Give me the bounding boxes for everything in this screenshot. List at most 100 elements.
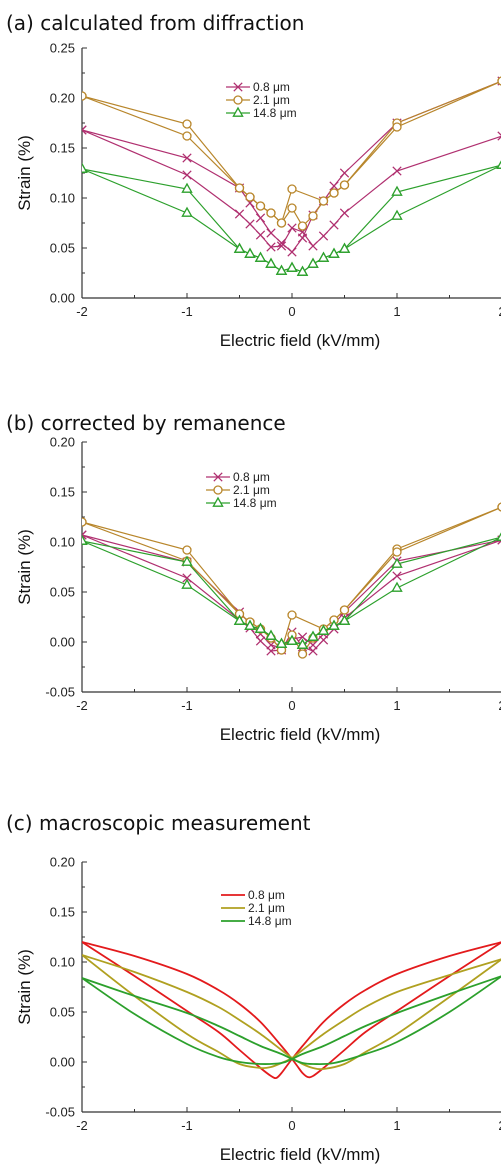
series-line — [82, 954, 501, 1071]
data-point — [255, 213, 266, 223]
series-2.1-μm — [82, 502, 501, 659]
y-axis-title: Strain (%) — [15, 135, 34, 211]
series-2.1-μm — [82, 76, 501, 231]
data-point — [339, 180, 350, 190]
series-line — [82, 975, 501, 1065]
y-tick-label: 0.10 — [50, 535, 75, 550]
data-point — [392, 122, 402, 132]
data-point — [233, 242, 246, 253]
plot-area — [82, 941, 501, 1080]
data-point — [297, 221, 308, 231]
data-point — [287, 184, 297, 194]
data-point — [286, 261, 298, 272]
y-tick-label: 0.10 — [50, 191, 75, 206]
x-tick-label: -2 — [76, 698, 88, 713]
data-point — [182, 573, 192, 583]
data-point — [339, 208, 350, 218]
data-point — [338, 614, 351, 625]
data-point — [391, 557, 403, 568]
y-tick-label: 0.10 — [50, 955, 75, 970]
series-14.8-μm — [82, 975, 501, 1066]
data-point — [255, 201, 266, 211]
data-point — [318, 231, 329, 241]
data-point — [82, 534, 88, 545]
series-line — [82, 506, 501, 652]
data-point — [307, 630, 319, 641]
data-point — [182, 119, 192, 129]
data-point — [233, 614, 246, 625]
x-tick-label: 1 — [393, 304, 400, 319]
data-point — [287, 223, 297, 233]
data-point — [496, 532, 501, 541]
data-point — [255, 636, 266, 646]
series-14.8-μm — [82, 532, 501, 649]
y-axis-title: Strain (%) — [15, 529, 34, 605]
data-point — [308, 241, 318, 251]
data-point — [338, 242, 351, 253]
y-tick-label: 0.05 — [50, 241, 75, 256]
y-tick-label: -0.05 — [45, 685, 75, 700]
data-point — [296, 638, 309, 649]
data-point — [182, 545, 192, 555]
data-point — [181, 182, 193, 193]
x-tick-label: -1 — [181, 304, 193, 319]
series-line — [82, 941, 501, 1080]
data-point — [318, 196, 329, 206]
data-point — [287, 610, 297, 620]
y-tick-label: -0.05 — [45, 1105, 75, 1120]
data-point — [266, 646, 276, 656]
x-tick-label: -2 — [76, 304, 88, 319]
data-point — [266, 208, 276, 218]
data-point — [181, 555, 193, 566]
legend-marker — [233, 95, 243, 105]
y-tick-label: 0.05 — [50, 585, 75, 600]
data-point — [234, 209, 245, 219]
legend-marker — [233, 82, 243, 92]
chart-title: (c) macroscopic measurement — [6, 811, 311, 835]
data-point — [245, 219, 255, 229]
series-line — [82, 954, 501, 1070]
data-point — [266, 242, 276, 252]
y-tick-label: 0.15 — [50, 485, 75, 500]
x-tick-label: -1 — [181, 698, 193, 713]
x-tick-label: -2 — [76, 1118, 88, 1133]
x-tick-label: 2 — [498, 698, 501, 713]
data-point — [497, 76, 501, 86]
data-point — [391, 185, 403, 196]
data-point — [82, 517, 87, 527]
legend-marker — [232, 106, 244, 117]
data-point — [392, 166, 402, 176]
x-tick-label: 1 — [393, 1118, 400, 1133]
y-tick-label: 0.20 — [50, 855, 75, 870]
data-point — [287, 203, 297, 213]
legend-label: 14.8 μm — [233, 496, 277, 510]
x-tick-label: 2 — [498, 1118, 501, 1133]
data-point — [329, 220, 339, 230]
plot-area — [82, 76, 501, 276]
data-point — [254, 622, 267, 633]
data-point — [287, 247, 297, 257]
data-point — [329, 181, 339, 191]
data-point — [392, 571, 402, 581]
data-point — [265, 629, 277, 640]
data-point — [275, 264, 288, 275]
data-point — [307, 257, 319, 268]
chart-panel-1: (a) calculated from diffraction -2 -1 0 1 2 0.… — [6, 11, 501, 350]
x-axis-title: Electric field (kV/mm) — [220, 331, 381, 350]
data-point — [245, 192, 255, 202]
series-2.1-μm — [82, 954, 501, 1071]
data-point — [497, 502, 501, 512]
legend-label: 0.8 μm — [233, 470, 270, 484]
data-point — [329, 188, 339, 198]
data-point — [276, 218, 287, 228]
y-tick-label: 0.00 — [50, 1055, 75, 1070]
legend-marker — [213, 485, 223, 495]
series-line — [82, 536, 501, 646]
data-point — [82, 91, 87, 101]
data-point — [265, 257, 277, 268]
data-point — [244, 247, 256, 258]
